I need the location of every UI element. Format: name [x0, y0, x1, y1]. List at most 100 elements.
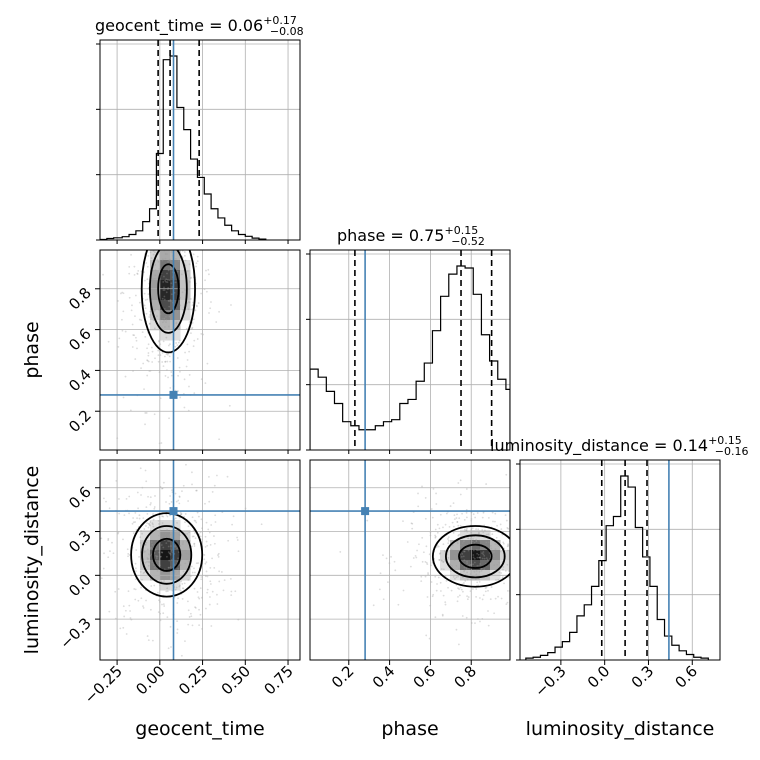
sample-point: [121, 329, 124, 332]
sample-point: [167, 647, 170, 650]
sample-point: [230, 594, 233, 597]
sample-point: [165, 542, 168, 545]
x-tick-label: 0.25: [175, 662, 211, 698]
sample-point: [198, 608, 200, 611]
sample-point: [195, 262, 198, 265]
sample-point: [393, 560, 396, 563]
sample-point: [504, 514, 507, 517]
sample-point: [134, 294, 137, 297]
sample-point: [426, 596, 429, 598]
sample-point: [420, 575, 423, 578]
sample-point: [204, 279, 206, 282]
sample-point: [183, 582, 186, 585]
sample-point: [192, 529, 195, 532]
sample-point: [176, 602, 179, 604]
sample-point: [161, 231, 163, 233]
sample-point: [449, 505, 452, 507]
sample-point: [452, 502, 455, 504]
sample-point: [170, 579, 173, 582]
sample-point: [457, 524, 460, 527]
x-tick-label: 0.3: [628, 662, 658, 692]
heat-cell: [170, 530, 181, 541]
sample-point: [223, 579, 226, 582]
sample-point: [194, 532, 196, 534]
panel-frame-11: [309, 249, 511, 451]
sample-point: [445, 579, 448, 582]
sample-point: [161, 317, 164, 320]
heat-cell: [160, 530, 171, 541]
sample-point: [160, 247, 162, 249]
sample-point: [155, 548, 157, 551]
sample-point: [482, 594, 485, 597]
sample-point: [507, 527, 510, 530]
sample-point: [427, 572, 429, 574]
sample-point: [230, 304, 232, 306]
sample-point: [160, 232, 162, 234]
sample-point: [180, 654, 183, 657]
sample-point: [121, 291, 124, 294]
sample-point: [458, 533, 461, 536]
sample-point: [176, 242, 178, 244]
sample-point: [146, 359, 149, 362]
sample-point: [514, 570, 516, 572]
sample-point: [476, 552, 479, 555]
sample-point: [181, 543, 184, 545]
sample-point: [366, 519, 369, 522]
sample-point: [164, 315, 167, 318]
sample-point: [472, 549, 475, 552]
sample-point: [497, 545, 500, 547]
sample-point: [153, 215, 155, 217]
sample-point: [438, 527, 441, 530]
sample-point: [147, 352, 150, 354]
sample-point: [552, 572, 554, 574]
sample-point: [527, 601, 529, 603]
sample-point: [482, 553, 485, 556]
sample-point: [143, 388, 145, 391]
contour-level-2: [445, 534, 506, 579]
sample-point: [378, 588, 381, 591]
sample-point: [170, 646, 172, 648]
sample-point: [139, 570, 142, 573]
panel-frames: [99, 39, 721, 661]
sample-point: [485, 541, 488, 544]
heat-cell: [180, 550, 191, 561]
sample-point: [458, 594, 461, 597]
sample-point: [150, 553, 153, 556]
sample-point: [229, 578, 232, 580]
sample-point: [507, 544, 510, 547]
sample-point: [465, 488, 468, 490]
sample-point: [146, 512, 149, 515]
sample-point: [456, 540, 459, 543]
sample-point: [451, 565, 453, 567]
sample-point: [218, 580, 221, 583]
sample-point: [196, 591, 199, 593]
sample-point: [502, 568, 504, 571]
sample-point: [515, 598, 517, 600]
sample-point: [475, 570, 478, 572]
sample-point: [150, 541, 153, 543]
sample-point: [179, 304, 182, 307]
sample-point: [478, 539, 481, 542]
sample-point: [436, 583, 438, 585]
sample-point: [147, 255, 150, 257]
sample-point: [151, 639, 154, 642]
sample-point: [150, 585, 153, 587]
sample-point: [457, 595, 459, 598]
sample-point: [532, 562, 534, 564]
sample-point: [145, 525, 147, 527]
sample-point: [146, 359, 149, 362]
sample-point: [169, 553, 172, 556]
sample-point: [147, 241, 149, 243]
sample-point: [473, 570, 476, 573]
sample-point: [165, 234, 167, 236]
sample-point: [165, 193, 167, 195]
sample-point: [174, 538, 177, 541]
sample-point: [531, 567, 533, 569]
sample-point: [143, 550, 146, 553]
sample-point: [453, 559, 456, 562]
sample-point: [181, 598, 184, 600]
heat-cell: [140, 530, 151, 541]
sample-point: [478, 556, 481, 559]
sample-point: [213, 542, 216, 545]
heat-cell: [180, 280, 191, 291]
